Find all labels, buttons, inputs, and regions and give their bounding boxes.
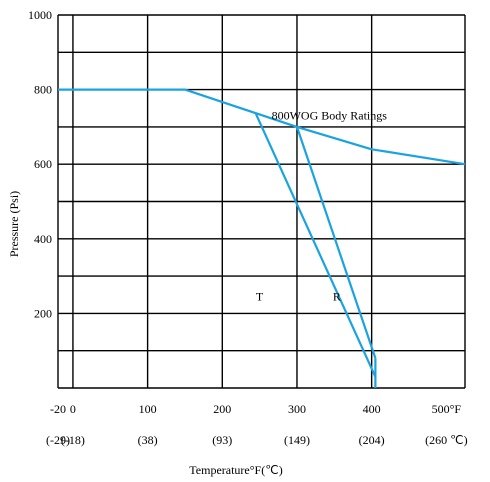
- x-tick-label-c: (93): [212, 433, 232, 447]
- series-line-t: [254, 113, 377, 378]
- x-tick-label-c: (260 ℃): [425, 433, 467, 447]
- x-axis-label: Temperature°F(℃): [189, 463, 282, 477]
- y-tick-label: 200: [34, 306, 52, 320]
- annotation-label: R: [333, 290, 341, 304]
- x-tick-label-c: (149): [284, 433, 310, 447]
- y-tick-label: 1000: [28, 8, 52, 22]
- y-tick-label: 800: [34, 83, 52, 97]
- x-tick-label-f: 400: [363, 402, 381, 416]
- x-tick-label-f: -20: [50, 402, 66, 416]
- series-group: [58, 88, 466, 388]
- x-tick-label-c: (38): [138, 433, 158, 447]
- series-line-r: [295, 126, 377, 359]
- x-tick-label-f: 200: [213, 402, 231, 416]
- y-tick-label: 600: [34, 157, 52, 171]
- x-tick-label-f: 100: [139, 402, 157, 416]
- x-tick-label-c: (204): [359, 433, 385, 447]
- annotation-label: 800WOG Body Ratings: [272, 109, 388, 123]
- x-tick-labels-celsius: (-29)(-18) (38) (93) (149) (204) (260 ℃): [46, 433, 468, 447]
- y-axis-label: Pressure (Psi): [7, 191, 21, 257]
- x-tick-label-c: (-18): [61, 433, 85, 447]
- x-tick-label-c: (-29): [46, 433, 70, 447]
- x-tick-label-f: 300: [288, 402, 306, 416]
- annotation-label: T: [256, 290, 264, 304]
- x-tick-labels-fahrenheit: -20 0 100 200 300 400 500°F: [50, 402, 461, 416]
- x-tick-label-f: 500°F: [432, 402, 462, 416]
- grid: [57, 14, 466, 389]
- x-tick-label-f: 0: [70, 402, 76, 416]
- y-tick-labels: 200 400 600 800 1000: [28, 8, 52, 320]
- y-tick-label: 400: [34, 232, 52, 246]
- annotations: 800WOG Body Ratings T R: [256, 109, 387, 304]
